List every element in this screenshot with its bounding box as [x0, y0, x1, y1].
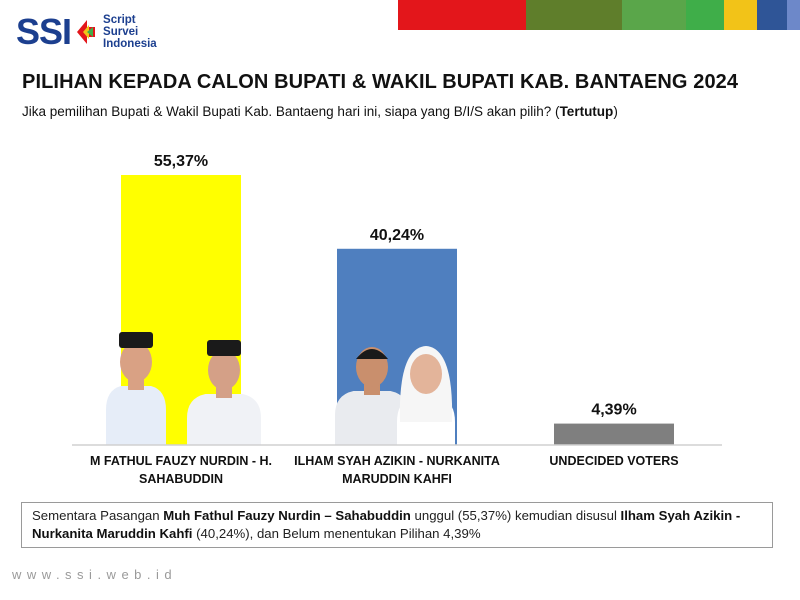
summary-bold: Muh Fathul Fauzy Nurdin – Sahabuddin — [163, 508, 411, 523]
subtitle-end: ) — [613, 104, 618, 119]
strip-block — [787, 0, 800, 30]
strip-block — [724, 0, 757, 30]
summary-text: (40,24%), dan Belum menentukan Pilihan 4… — [192, 526, 481, 541]
ssi-logo: SSI Script Survei Indonesia — [16, 11, 157, 52]
summary-bold: Ilham Syah Azikin - Nurkanita Maruddin K… — [32, 508, 741, 541]
strip-block — [622, 0, 686, 30]
bar — [554, 423, 674, 445]
category-label-line: M FATHUL FAUZY NURDIN - H. — [90, 454, 272, 468]
summary-box: Sementara Pasangan Muh Fathul Fauzy Nurd… — [21, 502, 773, 548]
logo-wordmark: SSI — [16, 11, 72, 52]
subtitle-bold: Tertutup — [559, 104, 614, 119]
logo-line: Script — [103, 14, 136, 26]
logo-arrow-icon — [77, 20, 96, 44]
footer-url: www.ssi.web.id — [12, 567, 178, 582]
page-title: PILIHAN KEPADA CALON BUPATI & WAKIL BUPA… — [22, 71, 739, 93]
category-label-line: ILHAM SYAH AZIKIN - NURKANITA — [294, 454, 500, 468]
data-label: 4,39% — [591, 402, 636, 419]
strip-block — [398, 0, 526, 30]
page-subtitle: Jika pemilihan Bupati & Wakil Bupati Kab… — [22, 104, 618, 119]
data-label: 55,37% — [154, 153, 208, 170]
summary-text: unggul (55,37%) kemudian disusul — [410, 508, 621, 523]
logo-line: Indonesia — [103, 38, 157, 50]
data-label: 40,24% — [370, 227, 424, 244]
subtitle-text: Jika pemilihan Bupati & Wakil Bupati Kab… — [22, 104, 560, 119]
candidate-photo — [397, 346, 455, 445]
candidate-photo — [335, 347, 409, 445]
strip-block — [686, 0, 724, 30]
logo-line: Survei — [103, 26, 139, 38]
category-label-line: MARUDDIN KAHFI — [342, 472, 452, 486]
summary-text: Sementara Pasangan — [32, 508, 164, 523]
color-strip — [398, 0, 800, 30]
category-label: ILHAM SYAH AZIKIN - NURKANITA MARUDDIN KA… — [287, 452, 507, 488]
strip-block — [757, 0, 787, 30]
category-label-line: UNDECIDED VOTERS — [549, 454, 679, 468]
candidate-photo — [187, 340, 261, 445]
category-label-line: SAHABUDDIN — [138, 472, 224, 486]
category-label: UNDECIDED VOTERS — [504, 452, 724, 470]
category-label: M FATHUL FAUZY NURDIN - H. SAHABUDDIN — [71, 452, 291, 488]
strip-block — [526, 0, 622, 30]
logo-text: Script Survei Indonesia — [103, 14, 157, 50]
candidate-photo — [106, 332, 166, 445]
